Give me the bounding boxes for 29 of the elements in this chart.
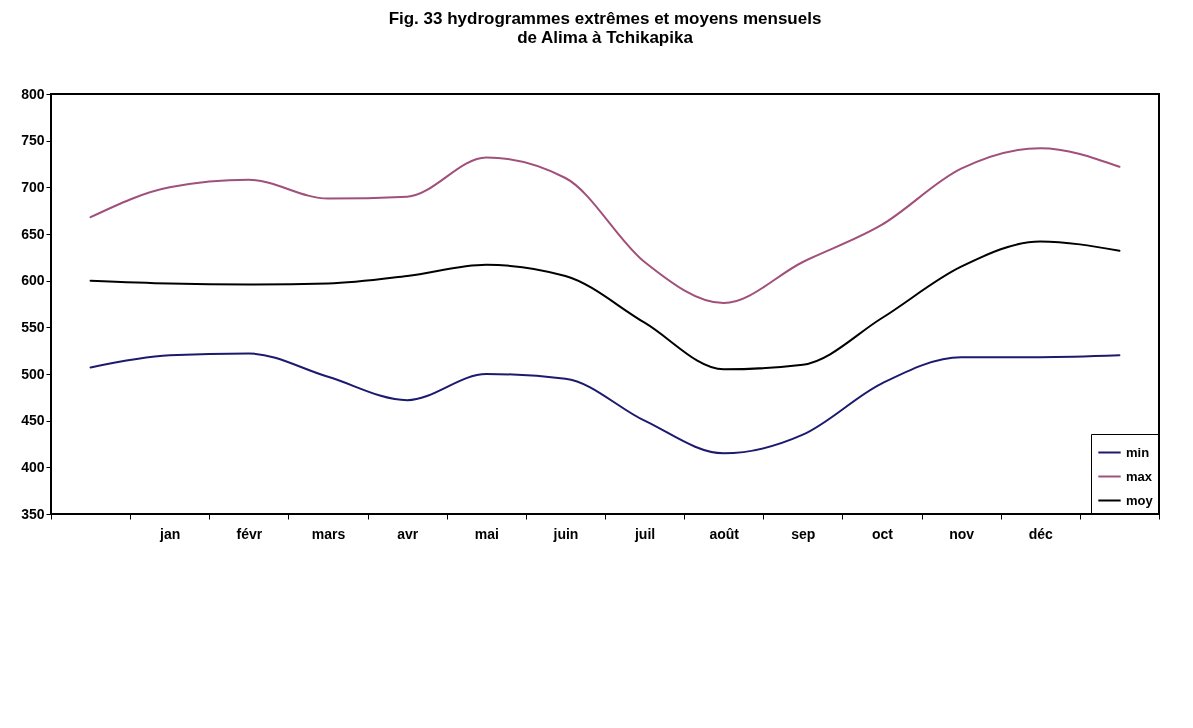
x-tick-label: déc — [1028, 525, 1054, 542]
legend-label: min — [1126, 444, 1150, 460]
line-series — [89, 240, 1121, 371]
x-tick-label: févr — [236, 525, 263, 542]
y-tick-label: 750 — [21, 132, 45, 149]
y-tick-label: 350 — [21, 505, 45, 522]
line-series — [89, 147, 1121, 305]
x-tick-label: oct — [872, 525, 894, 542]
x-tick-label: jan — [159, 525, 181, 542]
y-tick-label: 400 — [21, 458, 45, 475]
y-tick-label: 500 — [21, 365, 45, 382]
y-tick-label: 450 — [21, 412, 45, 429]
x-tick-label: nov — [949, 525, 975, 542]
y-tick-label: 550 — [21, 318, 45, 335]
x-tick-label: juin — [552, 525, 579, 542]
y-tick-label: 600 — [21, 272, 45, 289]
x-tick-label: août — [709, 525, 740, 542]
x-tick-label: sep — [791, 525, 816, 542]
chart-title: Fig. 33 hydrogrammes extrêmes et moyens mensuels de Alima à Tchikapika — [388, 9, 822, 47]
x-tick-label: mai — [474, 525, 499, 542]
y-tick-label: 700 — [21, 178, 45, 195]
line-series — [89, 352, 1121, 455]
y-tick-label: 800 — [21, 85, 45, 102]
x-tick-label: mars — [311, 525, 346, 542]
y-tick-label: 650 — [21, 225, 45, 242]
legend-label: max — [1126, 468, 1153, 484]
x-tick-label: avr — [397, 525, 419, 542]
legend-label: moy — [1126, 492, 1154, 508]
x-tick-label: juil — [633, 525, 656, 542]
